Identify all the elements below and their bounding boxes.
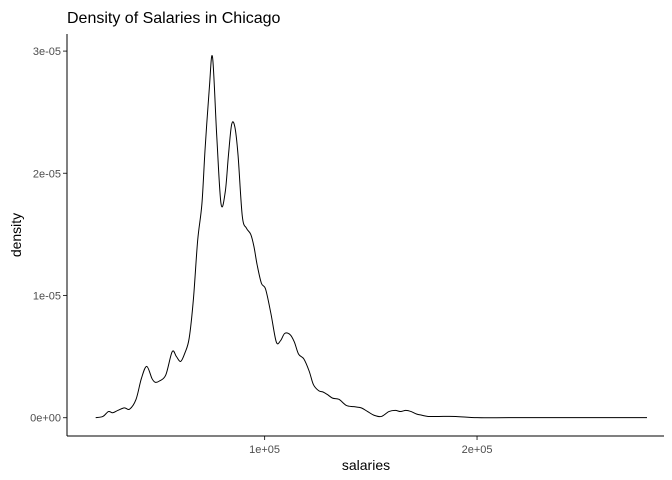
x-axis-title: salaries <box>342 457 390 473</box>
y-axis-title: density <box>8 213 24 257</box>
x-tick-label: 2e+05 <box>462 444 493 456</box>
x-tick-label: 1e+05 <box>249 444 280 456</box>
chart-title: Density of Salaries in Chicago <box>67 10 281 27</box>
x-axis-ticks: 1e+05 2e+05 <box>249 436 492 456</box>
y-tick-label: 1e-05 <box>33 290 61 302</box>
series-group <box>95 55 647 419</box>
y-axis-ticks: 0e+00 1e-05 2e-05 3e-05 <box>30 46 67 425</box>
y-tick-label: 2e-05 <box>33 168 61 180</box>
y-tick-label: 3e-05 <box>33 46 61 58</box>
density-line <box>95 55 647 419</box>
y-tick-label: 0e+00 <box>30 413 61 425</box>
